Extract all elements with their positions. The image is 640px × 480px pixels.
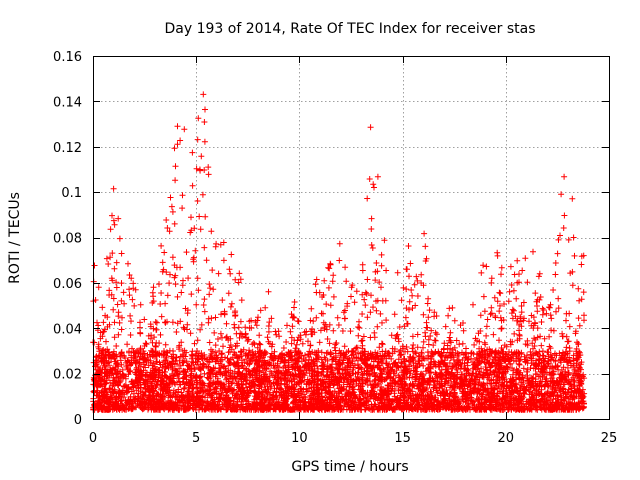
x-tick-labels: 0 5 10 15 20 25 bbox=[89, 431, 617, 446]
axis-ticks bbox=[93, 56, 610, 420]
x-tick-label: 0 bbox=[89, 431, 97, 446]
y-tick-label: 0.04 bbox=[53, 322, 82, 337]
y-tick-labels: 0 0.02 0.04 0.06 0.08 0.1 0.12 0.14 0.16 bbox=[53, 50, 82, 428]
y-tick-label: 0.14 bbox=[53, 95, 82, 110]
chart-title: Day 193 of 2014, Rate Of TEC Index for r… bbox=[164, 21, 535, 37]
y-tick-label: 0 bbox=[74, 413, 82, 428]
x-tick-label: 10 bbox=[291, 431, 308, 446]
y-tick-label: 0.02 bbox=[53, 368, 82, 383]
y-tick-label: 0.06 bbox=[53, 277, 82, 292]
y-tick-label: 0.1 bbox=[61, 186, 82, 201]
roti-points bbox=[90, 91, 588, 413]
y-tick-label: 0.08 bbox=[53, 232, 82, 247]
x-tick-label: 5 bbox=[192, 431, 200, 446]
x-tick-label: 25 bbox=[601, 431, 618, 446]
y-axis-title: ROTI / TECUs bbox=[7, 192, 23, 284]
x-axis-title: GPS time / hours bbox=[291, 459, 408, 475]
grid-lines bbox=[93, 56, 609, 419]
x-tick-label: 20 bbox=[498, 431, 515, 446]
x-tick-label: 15 bbox=[394, 431, 411, 446]
y-tick-label: 0.16 bbox=[53, 50, 82, 65]
data-points bbox=[90, 91, 588, 413]
y-tick-label: 0.12 bbox=[53, 141, 82, 156]
